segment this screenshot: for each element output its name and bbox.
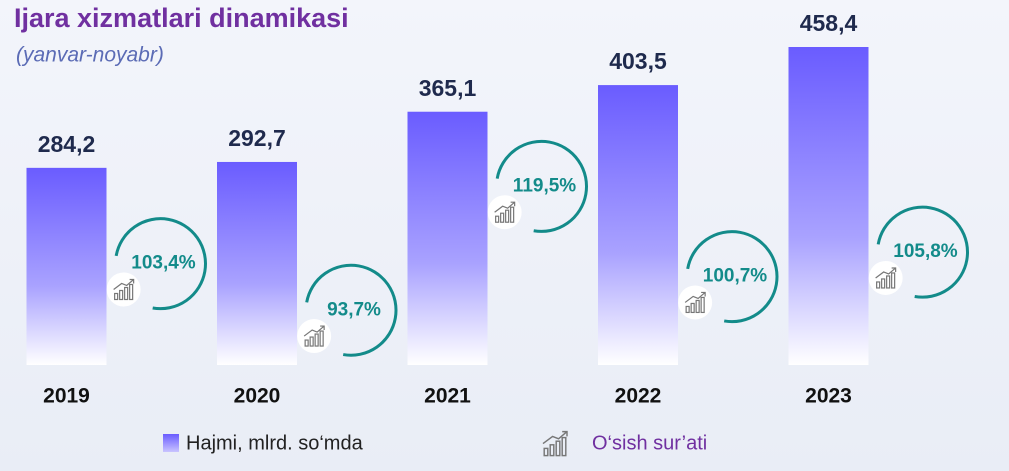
growth-ring xyxy=(495,139,588,233)
growth-label: 100,7% xyxy=(703,266,768,287)
growth-ring xyxy=(686,230,779,324)
growth-label: 119,5% xyxy=(513,175,576,196)
legend-label: O‘sish sur’ati xyxy=(592,432,707,454)
growth-icon-bg xyxy=(868,260,903,295)
legend-icon xyxy=(542,430,568,457)
x-tick-label: 2022 xyxy=(615,385,662,408)
x-tick-label: 2021 xyxy=(424,385,471,408)
bar xyxy=(217,161,297,365)
bar xyxy=(407,111,488,366)
growth-icon-bg xyxy=(487,195,522,230)
growth-ring xyxy=(114,217,207,311)
growth-icon-bg xyxy=(297,319,332,354)
x-tick-label: 2020 xyxy=(234,385,281,408)
value-label: 365,1 xyxy=(419,75,477,101)
growth-label: 105,8% xyxy=(893,241,958,262)
bar xyxy=(26,167,107,365)
growth-label: 93,7% xyxy=(327,299,381,320)
x-tick-label: 2019 xyxy=(43,385,90,408)
growth-label: 103,4% xyxy=(131,253,196,274)
value-label: 292,7 xyxy=(228,125,286,151)
legend-swatch xyxy=(163,434,179,452)
value-label: 458,4 xyxy=(800,10,858,36)
growth-ring xyxy=(876,205,969,299)
x-tick-label: 2023 xyxy=(805,385,852,408)
value-label: 284,2 xyxy=(38,131,96,157)
growth-ring xyxy=(305,263,398,357)
bar xyxy=(598,85,678,365)
chart-title: Ijara xizmatlari dinamikasi xyxy=(14,3,349,33)
bar xyxy=(788,47,869,365)
growth-icon-bg xyxy=(106,272,141,307)
growth-icon-bg xyxy=(678,285,713,320)
chart-subtitle: (yanvar-noyabr) xyxy=(16,44,164,67)
legend-label: Hajmi, mlrd. so‘mda xyxy=(186,432,364,454)
plot: 284,2 2019 292,7 2020 365,1 2021 403,5 2022 458,… xyxy=(26,10,969,408)
value-label: 403,5 xyxy=(609,48,667,74)
